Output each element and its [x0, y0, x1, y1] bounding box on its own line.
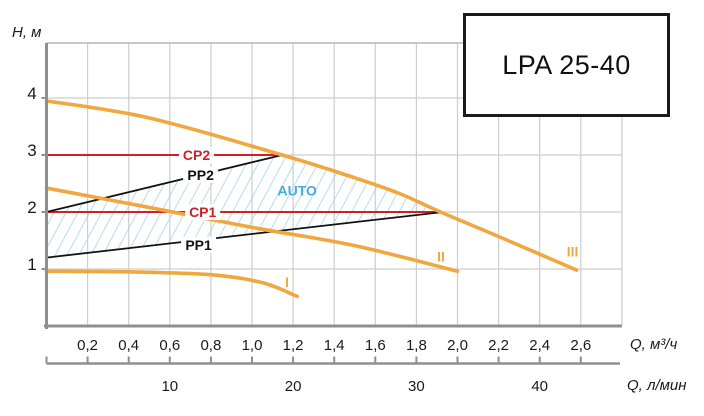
- x-tick-label-m3h: 0,6: [159, 337, 180, 354]
- x-tick-label-m3h: 2,6: [570, 337, 591, 354]
- label-bg-PP2: [183, 166, 219, 183]
- curve-label-PP2: PP2: [187, 167, 214, 183]
- x-tick-label-m3h: 1,4: [324, 337, 345, 354]
- label-bg-PP1: [181, 237, 217, 254]
- x-tick-label-m3h: 1,8: [406, 337, 427, 354]
- x-tick-label-m3h: 0,4: [118, 337, 139, 354]
- x-tick-label-m3h: 1,0: [242, 337, 263, 354]
- curve-label-CP2: CP2: [183, 147, 210, 163]
- x-tick-label-lmin: 40: [531, 378, 548, 395]
- model-label: LPA 25-40: [502, 49, 631, 80]
- x-tick-label-m3h: 2,2: [488, 337, 509, 354]
- x-tick-label-m3h: 2,0: [447, 337, 468, 354]
- curve-I-line: [44, 269, 300, 299]
- y-tick-label: 4: [27, 84, 36, 103]
- control-line-PP1: [46, 211, 444, 259]
- control-line-PP2: [46, 154, 283, 213]
- x-axis-unit-m3h-label: Q, м³/ч: [630, 336, 678, 353]
- y-tick-label: 3: [27, 141, 36, 160]
- x-tick-label-lmin: 10: [161, 378, 178, 395]
- x-tick-label-lmin: 30: [408, 378, 425, 395]
- x-tick-label-m3h: 0,8: [200, 337, 221, 354]
- curve-label-I: I: [285, 274, 289, 290]
- curve-label-II: II: [437, 248, 445, 264]
- x-tick-label-m3h: 2,4: [529, 337, 550, 354]
- model-label-box: LPA 25-40: [463, 13, 670, 117]
- y-axis-unit-label: H, м: [12, 24, 42, 41]
- curve-label-III: III: [567, 243, 579, 259]
- curve-label-AUTO: AUTO: [277, 182, 317, 198]
- x-tick-label-m3h: 1,2: [283, 337, 304, 354]
- x-tick-label-lmin: 20: [285, 378, 302, 395]
- x-axis-unit-lmin-label: Q, л/мин: [627, 377, 687, 394]
- curve-III-line: [44, 99, 579, 272]
- label-bg-CP2: [179, 147, 215, 163]
- x-tick-label-m3h: 0,2: [77, 337, 98, 354]
- curve-label-PP1: PP1: [185, 237, 212, 253]
- auto-control-region: [46, 155, 444, 258]
- x-tick-label-m3h: 1,6: [365, 337, 386, 354]
- label-bg-CP1: [185, 204, 221, 220]
- y-tick-label: 2: [27, 198, 36, 217]
- y-tick-label: 1: [27, 255, 36, 274]
- curve-label-CP1: CP1: [189, 204, 216, 220]
- curve-II-line: [44, 186, 460, 274]
